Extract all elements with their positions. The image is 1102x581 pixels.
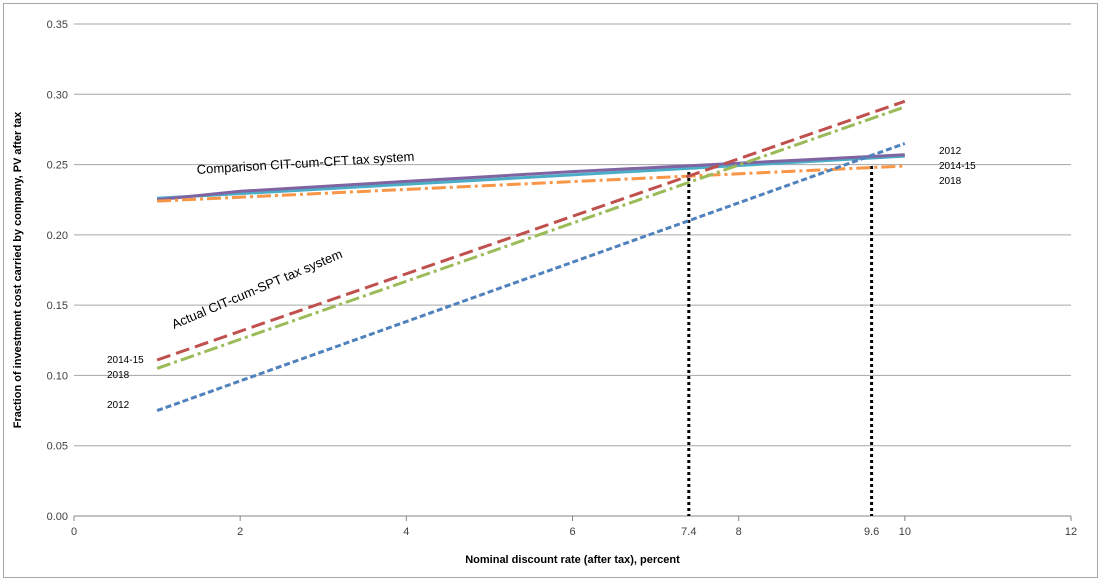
annotation-comparison-system: Comparison CIT-cum-CFT tax system bbox=[196, 149, 414, 177]
y-axis: 0.00 0.05 0.10 0.15 0.20 0.25 0.30 0.35 bbox=[47, 19, 68, 523]
series-lines bbox=[156, 99, 906, 413]
y-tick-label: 0.10 bbox=[47, 370, 68, 382]
series-comparison-2014-15 bbox=[156, 153, 905, 202]
y-tick-label: 0.35 bbox=[47, 19, 68, 31]
x-tick-label: 6 bbox=[569, 526, 575, 538]
y-tick-label: 0.00 bbox=[47, 511, 68, 523]
series-actual-2012 bbox=[156, 142, 906, 413]
x-tick-label: 10 bbox=[899, 526, 911, 538]
annotation-actual-system: Actual CIT-cum-SPT tax system bbox=[169, 246, 344, 332]
gridlines bbox=[74, 23, 1071, 517]
y-tick-label: 0.20 bbox=[47, 230, 68, 242]
reference-line-label: 7.4 bbox=[681, 526, 696, 538]
y-tick-label: 0.25 bbox=[47, 160, 68, 172]
chart-frame: 0 2 4 6 8 10 12 0.00 0.05 0.10 0.15 0.20 0.25 0.30 0.… bbox=[3, 3, 1098, 578]
y-tick-label: 0.30 bbox=[47, 89, 68, 101]
x-tick-label: 2 bbox=[237, 526, 243, 538]
right-label-2014-15: 2014-15 bbox=[939, 161, 976, 172]
y-axis-title: Fraction of investment cost carried by c… bbox=[12, 111, 24, 428]
series-comparison-2012 bbox=[157, 154, 905, 200]
series-actual-2014-15 bbox=[156, 99, 906, 362]
left-label-2018: 2018 bbox=[107, 370, 130, 381]
y-tick-label: 0.05 bbox=[47, 441, 68, 453]
left-label-2014-15: 2014-15 bbox=[107, 355, 144, 366]
x-tick-label: 0 bbox=[71, 526, 77, 538]
right-label-2012: 2012 bbox=[939, 146, 962, 157]
right-label-2018: 2018 bbox=[939, 176, 962, 187]
x-tick-label: 4 bbox=[403, 526, 409, 538]
x-tick-label: 12 bbox=[1065, 526, 1077, 538]
reference-line-label: 9.6 bbox=[864, 526, 879, 538]
y-tick-label: 0.15 bbox=[47, 300, 68, 312]
reference-lines: 7.4 9.6 bbox=[681, 166, 879, 538]
series-actual-2018 bbox=[156, 105, 906, 370]
x-tick-label: 8 bbox=[736, 526, 742, 538]
left-label-2012: 2012 bbox=[107, 400, 130, 411]
x-axis-title: Nominal discount rate (after tax), perce… bbox=[465, 554, 680, 566]
x-axis: 0 2 4 6 8 10 12 bbox=[71, 516, 1077, 538]
line-chart: 0 2 4 6 8 10 12 0.000.050.100.150.200.250.300.… bbox=[12, 19, 1077, 566]
